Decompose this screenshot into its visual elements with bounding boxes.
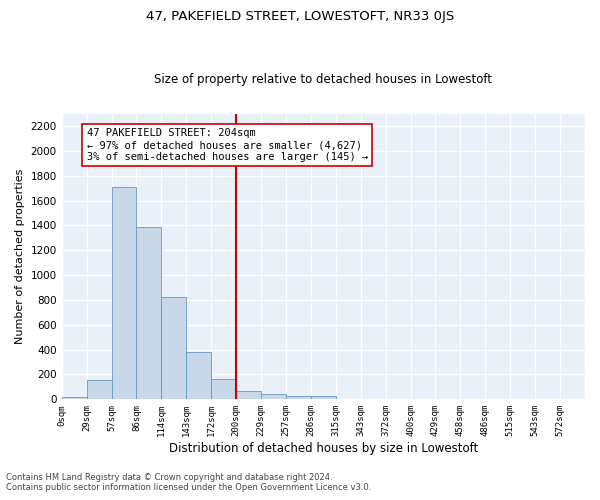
Bar	[186, 352, 211, 400]
Text: Contains HM Land Registry data © Crown copyright and database right 2024.
Contai: Contains HM Land Registry data © Crown c…	[6, 473, 371, 492]
Bar	[211, 379, 236, 400]
Bar	[261, 394, 286, 400]
Bar	[136, 226, 161, 400]
Text: 47, PAKEFIELD STREET, LOWESTOFT, NR33 0JS: 47, PAKEFIELD STREET, LOWESTOFT, NR33 0J…	[146, 10, 454, 23]
Bar	[236, 390, 261, 400]
Bar	[62, 397, 86, 400]
X-axis label: Distribution of detached houses by size in Lowestoft: Distribution of detached houses by size …	[169, 442, 478, 455]
Bar	[311, 396, 336, 400]
Bar	[286, 396, 311, 400]
Bar	[86, 380, 112, 400]
Text: 47 PAKEFIELD STREET: 204sqm
← 97% of detached houses are smaller (4,627)
3% of s: 47 PAKEFIELD STREET: 204sqm ← 97% of det…	[86, 128, 368, 162]
Bar	[112, 187, 136, 400]
Y-axis label: Number of detached properties: Number of detached properties	[15, 169, 25, 344]
Bar	[161, 297, 186, 400]
Title: Size of property relative to detached houses in Lowestoft: Size of property relative to detached ho…	[154, 73, 493, 86]
